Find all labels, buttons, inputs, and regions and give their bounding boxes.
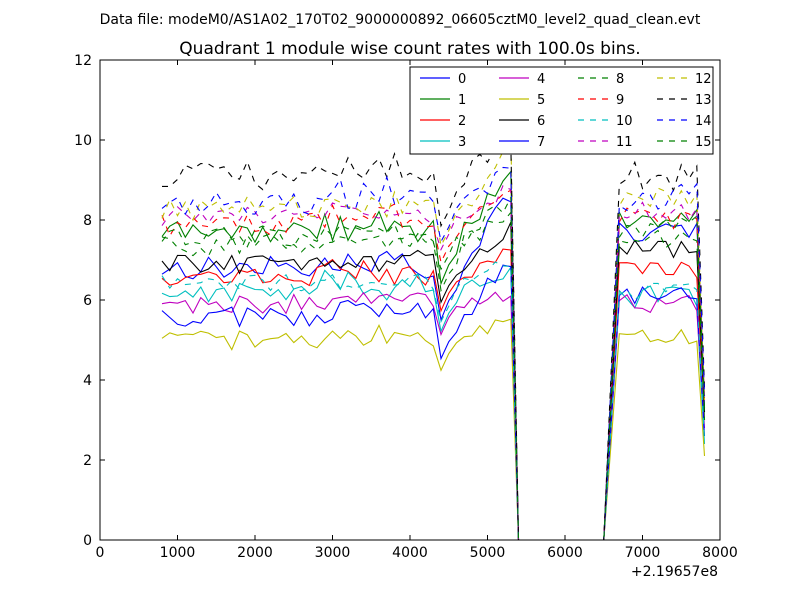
y-tick-label: 4: [83, 373, 92, 389]
x-tick-label: 3000: [315, 545, 351, 561]
data-file-suptitle: Data file: modeM0/AS1A02_170T02_90000008…: [100, 12, 701, 28]
series-line-4: [161, 291, 706, 541]
legend-label-6: 6: [537, 114, 545, 129]
legend-label-8: 8: [616, 72, 624, 87]
series-line-0: [161, 197, 706, 541]
axes-layer: 0 1000 2000 3000 4000 5000 6000 7000 80000246810…: [74, 53, 738, 561]
series-line-8: [161, 211, 706, 541]
legend-label-3: 3: [458, 135, 466, 150]
series-line-15: [161, 197, 706, 541]
y-tick-label: 10: [74, 133, 92, 149]
x-tick-label: 5000: [470, 545, 506, 561]
x-tick-label: 6000: [547, 545, 583, 561]
x-tick-label: 1000: [160, 545, 196, 561]
x-tick-label: 8000: [702, 545, 738, 561]
series-line-5: [161, 318, 706, 541]
plot-frame: [99, 59, 721, 541]
x-tick-label: 4000: [392, 545, 428, 561]
y-tick-label: 0: [83, 533, 92, 549]
y-tick-label: 8: [83, 213, 92, 229]
legend-label-2: 2: [458, 114, 466, 129]
series-line-10: [161, 261, 706, 541]
x-tick-label: 2000: [237, 545, 273, 561]
series-line-1: [161, 170, 706, 541]
legend-label-7: 7: [537, 135, 545, 150]
legend-label-9: 9: [616, 93, 624, 108]
series-line-7: [161, 264, 706, 541]
series-line-14: [161, 166, 706, 541]
y-tick-label: 12: [74, 53, 92, 69]
x-tick-label: 0: [96, 545, 105, 561]
series-line-13: [162, 142, 706, 541]
series-line-2: [161, 248, 706, 541]
legend-label-4: 4: [537, 72, 545, 87]
x-tick-label: 7000: [625, 545, 661, 561]
y-tick-label: 2: [83, 453, 92, 469]
y-tick-label: 6: [83, 293, 92, 309]
series-line-11: [161, 184, 706, 541]
legend-label-14: 14: [695, 114, 712, 129]
legend-label-0: 0: [458, 72, 466, 87]
series-line-3: [161, 265, 706, 541]
legend-label-1: 1: [458, 93, 466, 108]
series-layer: [161, 135, 706, 541]
legend-label-11: 11: [616, 135, 633, 150]
legend-label-10: 10: [616, 114, 633, 129]
series-line-6: [161, 221, 706, 541]
x-offset-label: +2.19657e8: [631, 564, 718, 580]
legend-label-15: 15: [695, 135, 712, 150]
series-line-12: [161, 135, 706, 541]
legend-label-13: 13: [695, 93, 712, 108]
chart-title: Quadrant 1 module wise count rates with …: [179, 39, 640, 59]
legend-box: [409, 66, 714, 155]
legend-label-5: 5: [537, 93, 545, 108]
legend-label-12: 12: [695, 72, 712, 87]
